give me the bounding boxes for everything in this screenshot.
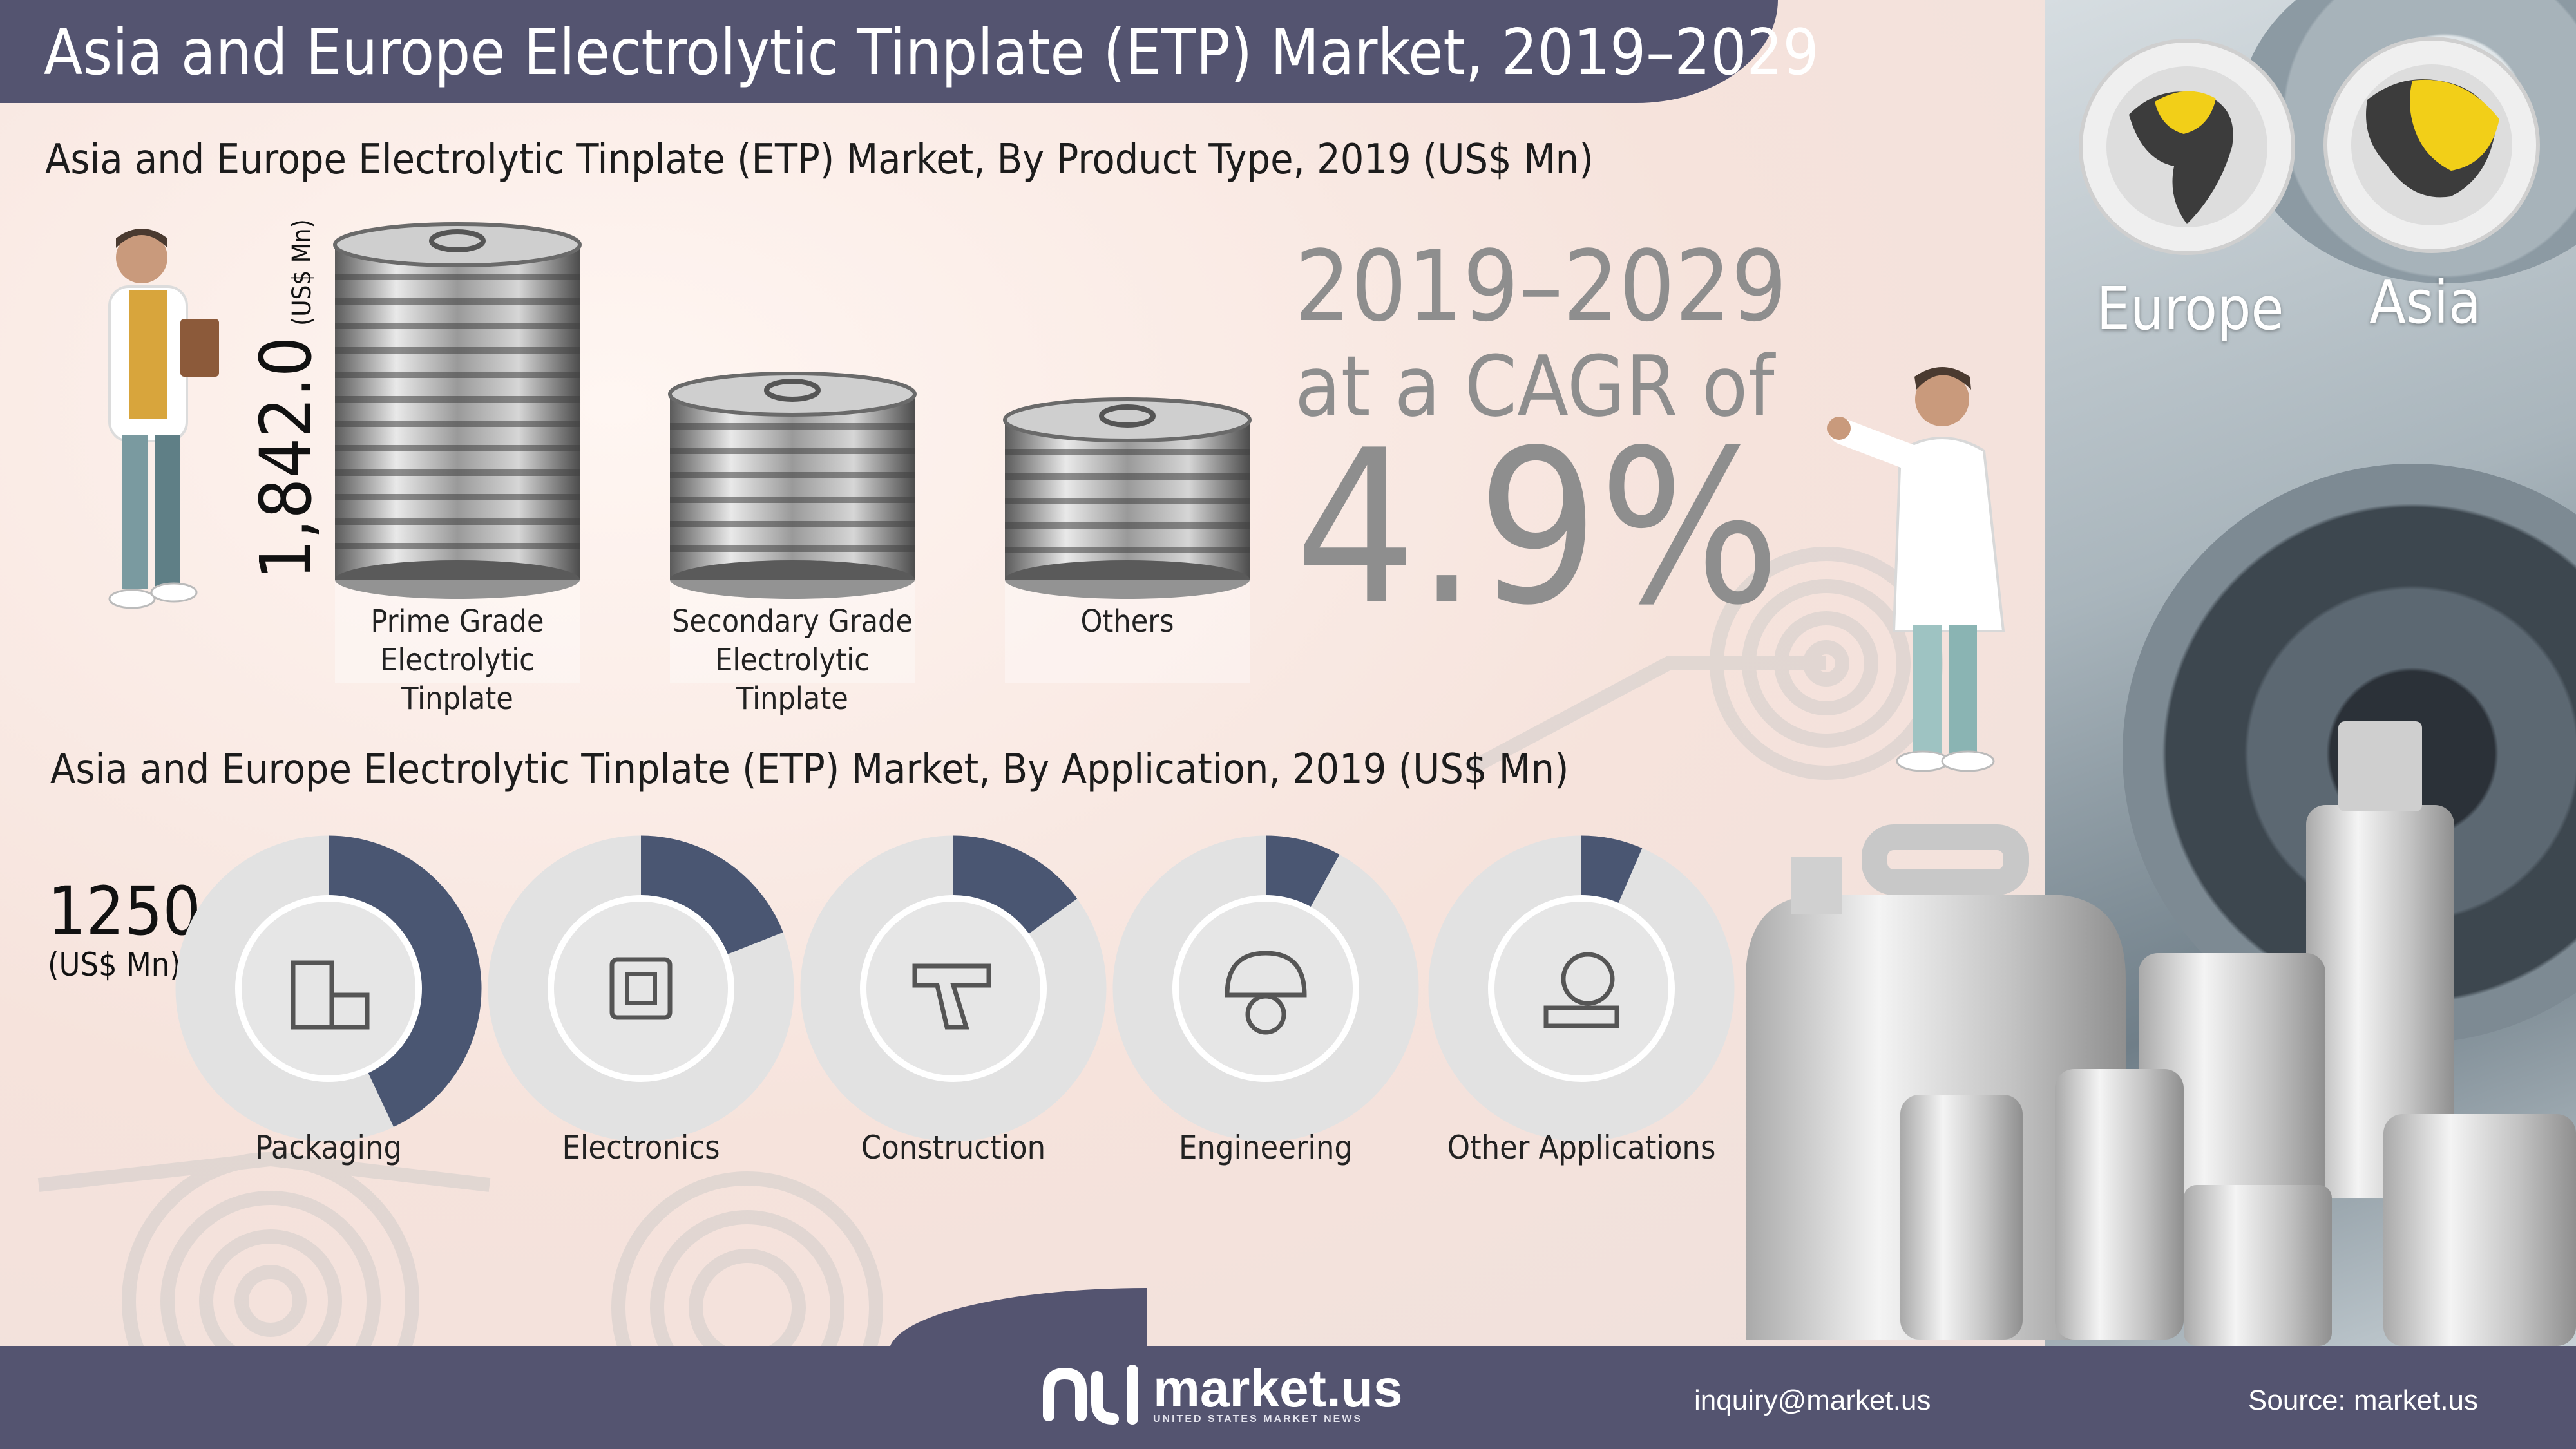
application-category-label: Engineering <box>1179 1129 1353 1166</box>
cagr-period: 2019–2029 <box>1295 229 1788 343</box>
region-label-asia: Asia <box>2369 268 2481 337</box>
cagr-caption: at a CAGR of <box>1295 337 1775 435</box>
tin-can-icon <box>291 960 370 1030</box>
application-ring-share <box>640 835 783 956</box>
product-category-label: Prime Grade Electrolytic Tinplate <box>322 602 593 718</box>
contact-email-link[interactable]: inquiry@market.us <box>1694 1385 1931 1416</box>
product-category-label-line: Others <box>1080 603 1174 639</box>
source-note: Source: market.us <box>2248 1385 2479 1416</box>
product-category-label: Others <box>992 602 1263 641</box>
application-category-label: Packaging <box>254 1129 403 1166</box>
product-category-label-line: Prime Grade <box>370 603 544 639</box>
application-chart-title: Asia and Europe Electrolytic Tinplate (E… <box>50 746 1569 793</box>
application-ring-share <box>1580 835 1643 905</box>
brand-name[interactable]: market.us <box>1153 1359 1403 1418</box>
hard-hat-gear-icon <box>1225 951 1307 1035</box>
product-category-label: Secondary Grade Electrolytic Tinplate <box>657 602 928 718</box>
brand-tagline: UNITED STATES MARKET NEWS <box>1153 1414 1363 1425</box>
application-ring <box>488 835 794 1142</box>
application-ring <box>1428 835 1735 1142</box>
application-ring-share <box>952 835 1078 936</box>
application-unit: (US$ Mn) <box>48 946 181 983</box>
footer-bar <box>0 1346 2576 1449</box>
product-category-label-line: Electrolytic Tinplate <box>715 642 870 717</box>
application-ring-share <box>328 835 482 1127</box>
product-can-bar <box>333 222 582 683</box>
application-category-label: Other Applications <box>1447 1129 1716 1166</box>
product-can-bar <box>1003 397 1252 683</box>
product-category-label-line: Secondary Grade <box>671 603 913 639</box>
analyst-with-clipboard-illustration <box>108 229 219 609</box>
application-ring-share <box>1264 835 1340 909</box>
product-category-label-line: Electrolytic Tinplate <box>380 642 535 717</box>
product-type-chart-title: Asia and Europe Electrolytic Tinplate (E… <box>45 136 1594 184</box>
asia-globe-icon <box>2323 37 2540 253</box>
cagr-value: 4.9% <box>1295 404 1781 652</box>
microchip-icon <box>609 957 673 1020</box>
application-category-label: Construction <box>861 1129 1046 1166</box>
application-category-label: Electronics <box>562 1129 720 1166</box>
miter-saw-icon <box>1543 952 1619 1028</box>
application-ring <box>175 835 482 1142</box>
title-banner <box>0 0 1778 103</box>
drill-icon <box>912 963 991 1030</box>
product-can-bar <box>668 372 917 683</box>
scientist-pointing-illustration <box>1827 367 2005 772</box>
application-ring <box>1112 835 1419 1142</box>
tinplate-products-illustration <box>1746 721 2576 1346</box>
page-title: Asia and Europe Electrolytic Tinplate (E… <box>44 16 1819 90</box>
region-label-europe: Europe <box>2096 274 2284 343</box>
europe-globe-icon <box>2079 39 2295 255</box>
application-ring <box>800 835 1107 1142</box>
market-us-logo-icon <box>1043 1365 1138 1425</box>
